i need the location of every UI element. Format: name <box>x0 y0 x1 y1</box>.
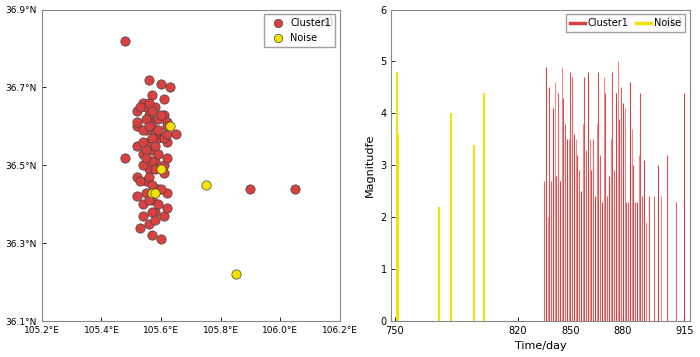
Cluster1 <box>162 155 173 160</box>
Cluster1 <box>146 135 158 141</box>
Cluster1 <box>146 92 158 98</box>
Cluster1 <box>137 151 148 156</box>
Cluster1 <box>144 197 155 203</box>
Cluster1 <box>141 127 152 133</box>
Cluster1 <box>120 155 131 160</box>
Cluster1 <box>146 209 158 215</box>
Cluster1 <box>146 232 158 238</box>
Y-axis label: Magnitudfe: Magnitudfe <box>365 134 374 197</box>
Cluster1 <box>144 124 155 129</box>
Cluster1 <box>144 100 155 106</box>
Cluster1 <box>141 104 152 110</box>
Point <box>230 271 241 277</box>
Cluster1 <box>134 104 146 110</box>
Cluster1 <box>137 213 148 219</box>
Cluster1 <box>162 139 173 145</box>
Noise <box>146 190 158 195</box>
Cluster1 <box>144 77 155 82</box>
Cluster1 <box>144 174 155 180</box>
X-axis label: Time/day: Time/day <box>514 341 566 351</box>
Cluster1 <box>153 127 164 133</box>
Text: (a): (a) <box>316 16 334 29</box>
Cluster1 <box>134 225 146 230</box>
Cluster1 <box>144 166 155 172</box>
Cluster1 <box>132 143 143 149</box>
Noise <box>155 166 167 172</box>
Cluster1 <box>162 205 173 211</box>
Cluster1 <box>146 182 158 188</box>
Text: (b): (b) <box>666 16 684 29</box>
Cluster1 <box>141 178 152 184</box>
Cluster1 <box>153 151 164 156</box>
Cluster1 <box>155 186 167 191</box>
Noise <box>150 190 161 195</box>
Cluster1 <box>141 190 152 195</box>
Cluster1 <box>162 190 173 195</box>
Cluster1 <box>155 112 167 117</box>
Cluster1 <box>153 116 164 121</box>
Cluster1 <box>158 112 169 117</box>
Cluster1 <box>144 139 155 145</box>
Cluster1 <box>141 116 152 121</box>
Cluster1 <box>158 135 169 141</box>
Cluster1 <box>132 174 143 180</box>
Cluster1 <box>290 186 301 191</box>
Cluster1 <box>132 124 143 129</box>
Cluster1 <box>137 162 148 168</box>
Cluster1 <box>158 170 169 176</box>
Cluster1 <box>137 201 148 207</box>
Cluster1 <box>146 124 158 129</box>
Cluster1 <box>132 120 143 125</box>
Cluster1 <box>150 131 161 137</box>
Cluster1 <box>155 236 167 242</box>
Noise <box>200 182 211 188</box>
Cluster1 <box>150 166 161 172</box>
Cluster1 <box>153 201 164 207</box>
Cluster1 <box>137 139 148 145</box>
Cluster1 <box>153 186 164 191</box>
Cluster1 <box>120 38 131 44</box>
Cluster1 <box>150 104 161 110</box>
Cluster1 <box>155 81 167 86</box>
Cluster1 <box>146 147 158 152</box>
Cluster1 <box>150 217 161 223</box>
Cluster1 <box>158 96 169 102</box>
Cluster1 <box>162 120 173 125</box>
Cluster1 <box>144 116 155 121</box>
Cluster1 <box>146 159 158 164</box>
Cluster1 <box>134 178 146 184</box>
Legend: Cluster1, Noise: Cluster1, Noise <box>264 14 335 47</box>
Cluster1 <box>150 143 161 149</box>
Cluster1 <box>132 108 143 114</box>
Cluster1 <box>144 112 155 117</box>
Cluster1 <box>150 209 161 215</box>
Cluster1 <box>141 147 152 152</box>
Cluster1 <box>164 85 176 90</box>
Cluster1 <box>150 159 161 164</box>
Cluster1 <box>132 193 143 199</box>
Cluster1 <box>137 127 148 133</box>
Cluster1 <box>162 124 173 129</box>
Cluster1 <box>158 162 169 168</box>
Cluster1 <box>170 131 181 137</box>
Cluster1 <box>141 155 152 160</box>
Cluster1 <box>146 108 158 114</box>
Cluster1 <box>245 186 256 191</box>
Cluster1 <box>144 221 155 227</box>
Cluster1 <box>158 213 169 219</box>
Noise <box>164 124 176 129</box>
Legend: Cluster1, Noise: Cluster1, Noise <box>566 14 685 32</box>
Cluster1 <box>137 100 148 106</box>
Cluster1 <box>146 197 158 203</box>
Cluster1 <box>153 135 164 141</box>
Cluster1 <box>162 131 173 137</box>
